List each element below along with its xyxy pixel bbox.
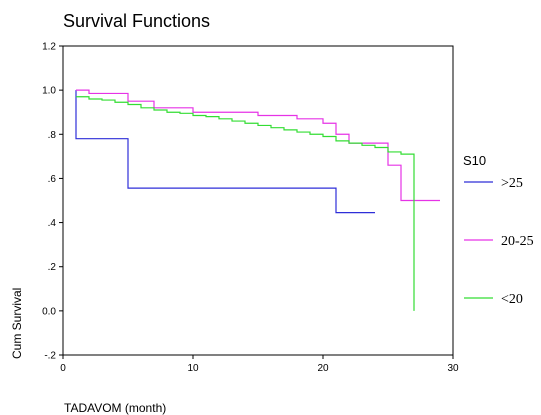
x-tick-label: 20: [317, 363, 329, 374]
series-line-2: [76, 96, 415, 311]
plot-area: [62, 45, 454, 356]
series-line-1: [76, 89, 440, 202]
chart-title: Survival Functions: [63, 11, 210, 31]
x-tick-label: 30: [447, 363, 459, 374]
y-tick-label: .6: [48, 174, 57, 185]
y-tick-label: 1.0: [42, 86, 56, 97]
legend-label: >25: [501, 176, 523, 191]
y-tick-label: -.2: [44, 351, 56, 362]
plot-frame: [62, 45, 454, 356]
legend: S10 >25 20-25 <20: [463, 153, 534, 307]
y-axis-label: Cum Survival: [10, 288, 24, 359]
legend-title: S10: [463, 153, 486, 168]
y-tick-label: 0.0: [42, 306, 56, 317]
y-axis: -.2 0.0 .2 .4 .6 .8 1.0 1.2: [42, 42, 63, 362]
x-axis: 0 10 20 30: [60, 355, 459, 374]
x-axis-label: TADAVOM (month): [64, 401, 166, 415]
y-tick-label: .2: [48, 262, 57, 273]
y-tick-label: 1.2: [42, 42, 56, 53]
y-tick-label: .8: [48, 130, 57, 141]
legend-label: <20: [501, 292, 523, 307]
legend-label: 20-25: [501, 234, 534, 249]
y-tick-label: .4: [48, 218, 57, 229]
x-tick-label: 10: [187, 363, 199, 374]
series-line-0: [75, 90, 375, 214]
series-layer: [75, 89, 440, 311]
x-tick-label: 0: [60, 363, 66, 374]
